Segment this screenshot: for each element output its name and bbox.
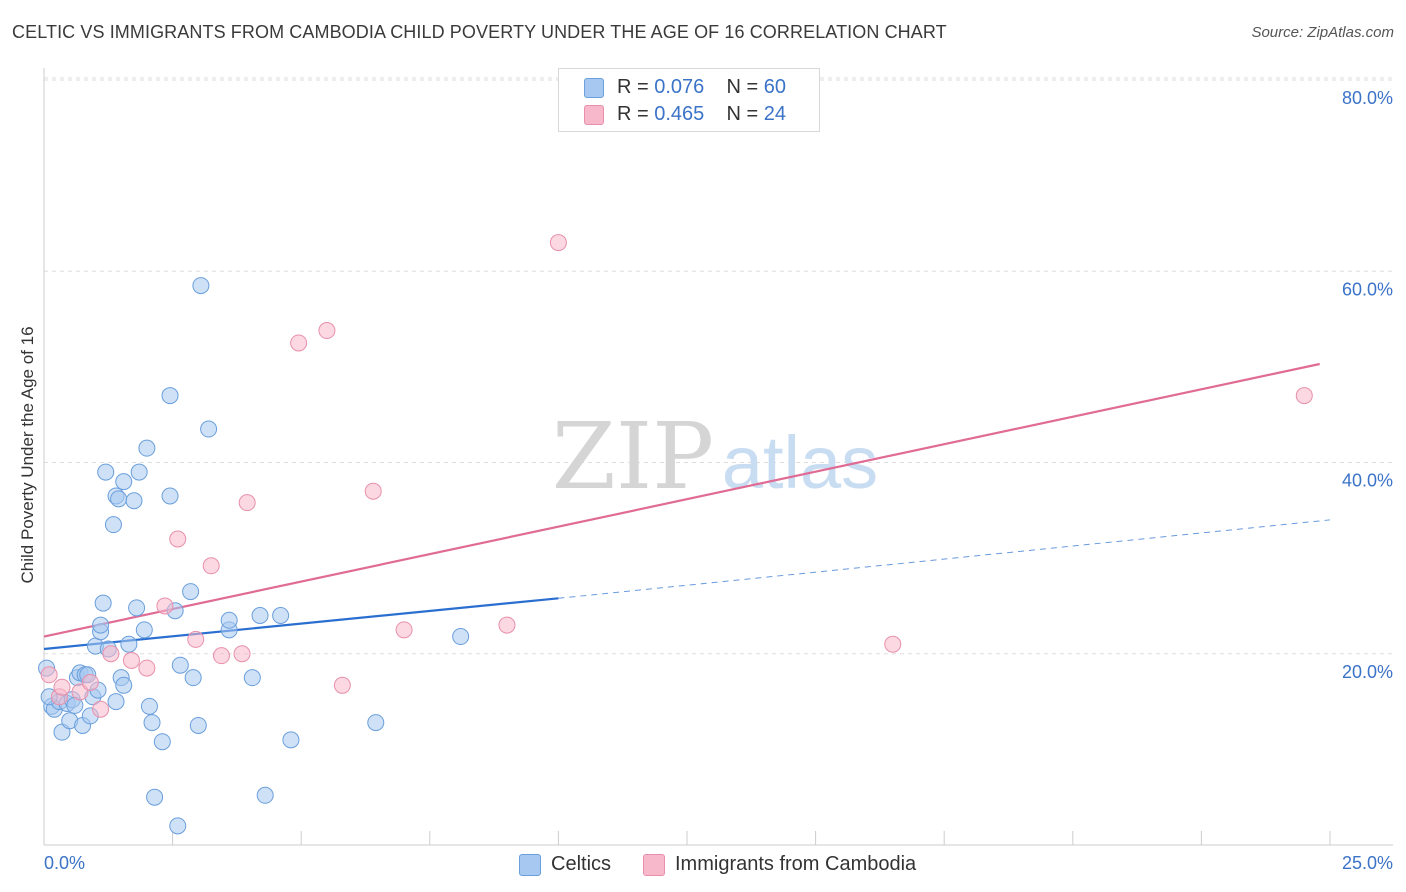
legend-r-value: 0.465 (654, 103, 705, 125)
data-point-celtics-34 (135, 621, 153, 639)
data-point-cambodia-18 (333, 676, 351, 694)
data-point-celtics-37 (143, 714, 161, 732)
data-point-cambodia-6 (102, 645, 120, 663)
legend-r-value: 0.076 (654, 76, 705, 98)
data-point-celtics-29 (115, 676, 133, 694)
legend-r-label: R = (617, 76, 649, 98)
data-point-cambodia-8 (138, 659, 156, 677)
data-point-cambodia-10 (169, 530, 187, 548)
legend-r-label: R = (617, 103, 649, 125)
data-point-cambodia-2 (53, 678, 71, 696)
data-point-celtics-33 (130, 463, 148, 481)
y-tick-label-60: 60.0% (1342, 279, 1393, 299)
data-point-cambodia-5 (92, 700, 110, 718)
series-label-celtics: Celtics (551, 853, 612, 875)
data-point-celtics-41 (161, 387, 179, 405)
data-point-cambodia-13 (212, 647, 230, 665)
data-point-celtics-23 (104, 516, 122, 534)
data-point-cambodia-17 (318, 322, 336, 340)
data-point-celtics-44 (171, 656, 189, 674)
data-point-celtics-28 (115, 473, 133, 491)
legend-swatch-cambodia (584, 105, 604, 125)
data-point-celtics-48 (192, 277, 210, 295)
data-point-cambodia-9 (156, 597, 174, 615)
y-tick-label-80: 80.0% (1342, 88, 1393, 108)
data-point-celtics-40 (161, 487, 179, 505)
data-point-celtics-31 (125, 492, 143, 510)
data-point-celtics-45 (182, 583, 200, 601)
data-point-celtics-46 (184, 669, 202, 687)
data-point-celtics-26 (110, 490, 128, 508)
data-point-celtics-57 (367, 714, 385, 732)
data-point-cambodia-4 (81, 673, 99, 691)
data-point-cambodia-20 (395, 621, 413, 639)
axes (43, 68, 1393, 846)
data-points (38, 234, 1313, 835)
watermark-zip: ZIP (552, 403, 714, 510)
data-point-celtics-55 (272, 607, 290, 624)
data-point-celtics-20 (94, 594, 112, 612)
data-point-cambodia-22 (549, 234, 567, 252)
legend-n-value: 24 (763, 103, 787, 125)
data-point-cambodia-24 (1295, 387, 1313, 405)
data-point-celtics-54 (256, 786, 274, 804)
data-point-celtics-47 (189, 716, 207, 734)
axis-labels: Child Poverty Under the Age of 16 0.0% 2… (18, 88, 1393, 873)
data-point-celtics-38 (146, 788, 164, 806)
data-point-celtics-19 (92, 616, 110, 634)
data-point-celtics-32 (128, 599, 146, 617)
data-point-celtics-51 (220, 611, 238, 629)
data-point-cambodia-19 (364, 482, 382, 500)
legend-n-label: N = (726, 103, 759, 125)
watermark: ZIP atlas (552, 403, 878, 510)
data-point-cambodia-23 (884, 635, 902, 653)
data-point-cambodia-12 (202, 557, 220, 575)
data-point-celtics-24 (107, 693, 125, 711)
data-point-celtics-43 (169, 817, 187, 835)
y-tick-label-40: 40.0% (1342, 471, 1393, 491)
data-point-celtics-49 (200, 420, 218, 438)
data-point-cambodia-0 (40, 666, 58, 684)
x-tick-label-min: 0.0% (44, 853, 85, 873)
data-point-cambodia-7 (122, 651, 140, 669)
series-swatch-cambodia (643, 854, 665, 876)
data-point-cambodia-11 (187, 630, 205, 648)
series-swatch-celtics (519, 854, 541, 876)
data-point-cambodia-21 (498, 616, 516, 634)
series-legend: Celtics Immigrants from Cambodia (0, 850, 1406, 878)
data-point-cambodia-15 (238, 494, 256, 512)
correlation-legend: R = 0.076 N = 60 R = 0.465 N = 24 (558, 68, 820, 132)
data-point-celtics-52 (243, 669, 261, 687)
x-tick-label-max: 25.0% (1342, 853, 1393, 873)
data-point-celtics-21 (97, 463, 115, 481)
data-point-cambodia-16 (290, 334, 308, 352)
trend-line-extension-celtics (558, 519, 1331, 599)
data-point-celtics-36 (140, 697, 158, 715)
data-point-celtics-39 (153, 733, 171, 751)
data-point-cambodia-14 (233, 645, 251, 663)
legend-n-value: 60 (763, 76, 787, 98)
data-point-celtics-58 (452, 628, 470, 646)
data-point-celtics-53 (251, 607, 269, 624)
series-label-cambodia: Immigrants from Cambodia (675, 853, 917, 875)
chart-title: CELTIC VS IMMIGRANTS FROM CAMBODIA CHILD… (12, 22, 947, 42)
data-point-celtics-56 (282, 731, 300, 749)
data-point-celtics-35 (138, 439, 156, 457)
y-axis-title: Child Poverty Under the Age of 16 (18, 326, 37, 583)
gridlines (44, 77, 1393, 655)
data-point-celtics-30 (120, 635, 138, 653)
watermark-atlas: atlas (722, 421, 878, 504)
legend-n-label: N = (726, 76, 759, 98)
y-tick-label-20: 20.0% (1342, 662, 1393, 682)
trend-line-cambodia (43, 362, 1320, 638)
legend-swatch-celtics (584, 78, 604, 98)
source-label: Source: ZipAtlas.com (1251, 24, 1394, 41)
